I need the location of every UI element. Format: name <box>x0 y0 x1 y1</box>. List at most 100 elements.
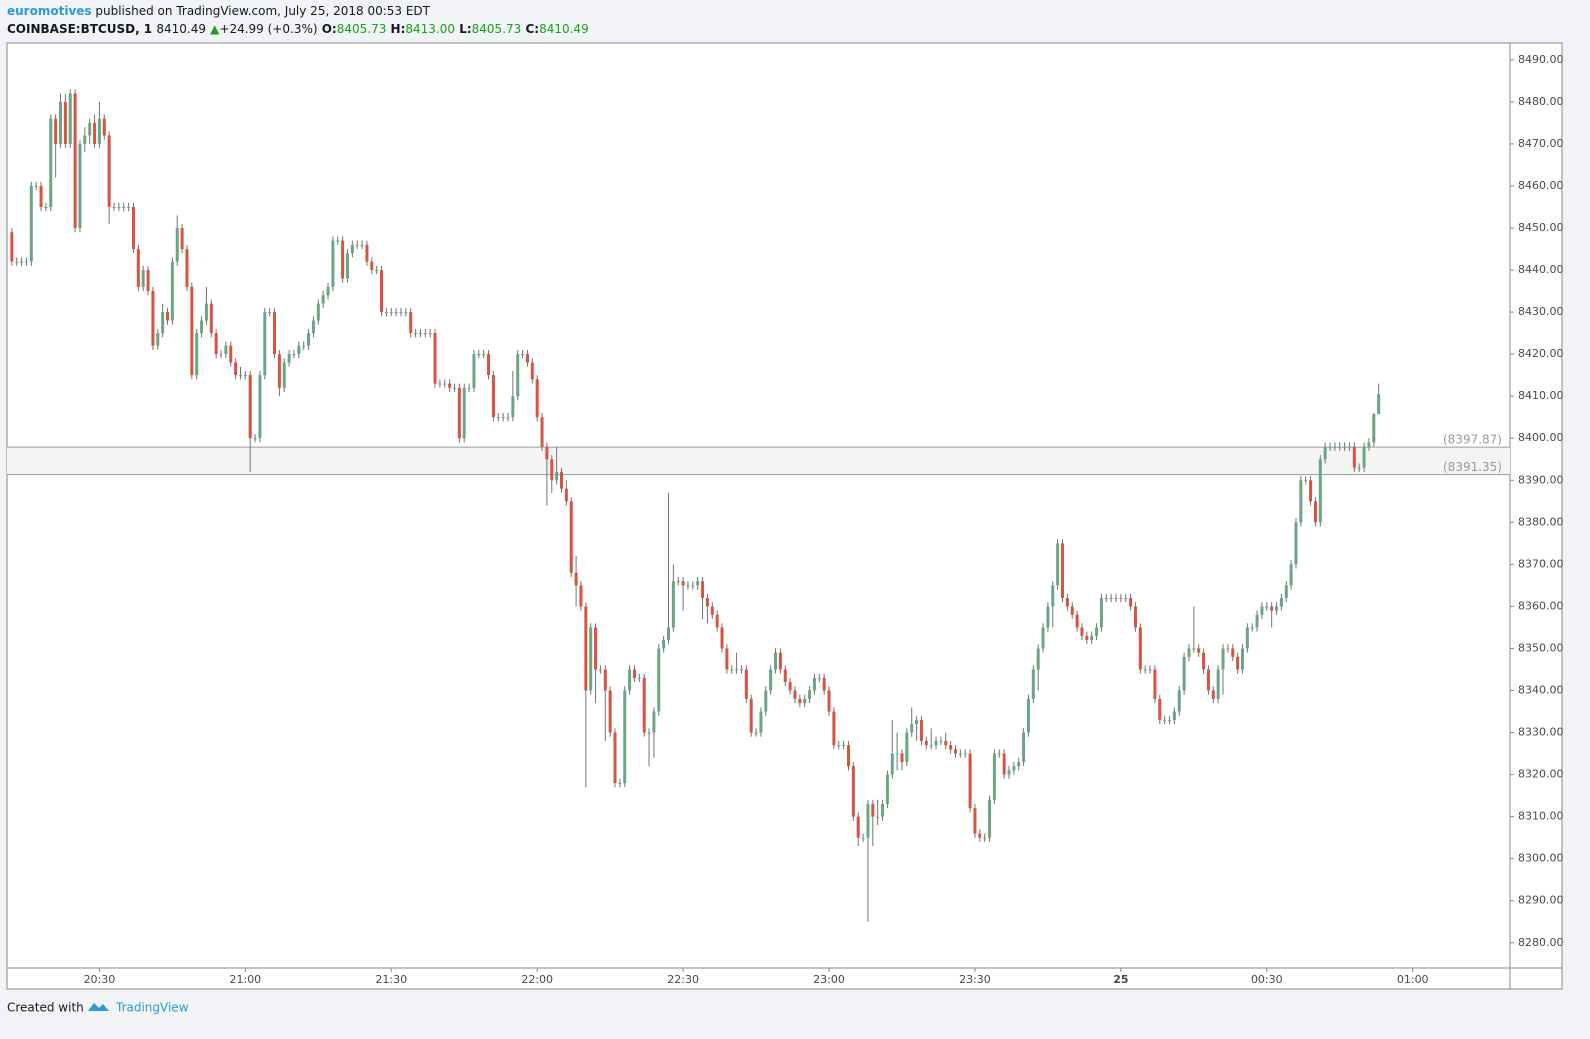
candle-body <box>1255 614 1259 628</box>
candle-body <box>564 488 568 502</box>
candle-body <box>1022 732 1026 762</box>
candle-body <box>1377 394 1381 415</box>
tradingview-logo[interactable] <box>88 1003 109 1011</box>
y-tick-label: 8320.00 <box>1518 768 1564 781</box>
candle-body <box>1065 598 1069 607</box>
candle-body <box>988 799 992 838</box>
candle-body <box>652 711 656 733</box>
footer-created: Created with <box>7 1001 84 1015</box>
candle-body <box>438 383 442 385</box>
candle-body <box>701 581 705 598</box>
candle-body <box>929 745 933 747</box>
candle-body <box>846 745 850 767</box>
candle-body <box>156 333 160 346</box>
candle-body <box>1187 648 1191 657</box>
candle-body <box>637 677 641 679</box>
candle-body <box>389 312 393 314</box>
candle-body <box>822 677 826 691</box>
candle-body <box>443 383 447 385</box>
candle-body <box>613 732 617 783</box>
candle-body <box>881 804 885 817</box>
author[interactable]: euromotives <box>7 4 92 18</box>
candle-body <box>1333 446 1337 448</box>
candle-body <box>258 375 262 439</box>
candle-body <box>885 774 889 805</box>
candle-body <box>798 698 802 704</box>
candle-body <box>1026 698 1030 733</box>
candle-body <box>112 206 116 208</box>
candle-body <box>59 101 63 144</box>
candle-body <box>452 387 456 389</box>
candle-body <box>827 690 831 712</box>
candle-body <box>715 614 719 628</box>
candle-body <box>705 598 709 607</box>
candle-body <box>482 354 486 356</box>
candle-body <box>803 698 807 704</box>
candle-body <box>355 244 359 246</box>
candle-body <box>1313 501 1317 523</box>
candle-body <box>341 240 345 279</box>
candle-body <box>360 244 364 246</box>
candle-body <box>88 122 92 136</box>
candle-body <box>1270 606 1274 611</box>
candle-body <box>778 652 782 670</box>
candle-body <box>973 808 977 834</box>
candle-body <box>866 804 870 838</box>
candle-body <box>428 333 432 335</box>
candle-body <box>861 837 865 839</box>
candle-body <box>521 354 525 356</box>
change: +24.99 (+0.3%) <box>219 22 317 36</box>
l-value: 8405.73 <box>472 22 522 36</box>
candle-body <box>219 354 223 356</box>
candle-body <box>1085 635 1089 641</box>
y-tick-label: 8380.00 <box>1518 515 1564 528</box>
candle-body <box>696 581 700 586</box>
candle-body <box>1153 669 1157 699</box>
candle-body <box>676 581 680 583</box>
candle-body <box>414 333 418 335</box>
candle-body <box>380 270 384 313</box>
candle-body <box>963 753 967 755</box>
candle-body <box>647 732 651 734</box>
candle-body <box>326 286 330 296</box>
candle-body <box>598 669 602 671</box>
candle-body <box>915 719 919 725</box>
published: published on TradingView.com, July 25, 2… <box>95 4 430 18</box>
candle-body <box>404 312 408 314</box>
candle-body <box>569 501 573 573</box>
candle-body <box>467 387 471 389</box>
h-label: H: <box>391 22 406 36</box>
candle-body <box>1309 480 1313 502</box>
candle-body <box>1017 761 1021 767</box>
candle-body <box>817 677 821 679</box>
candle-body <box>764 690 768 712</box>
candle-body <box>1075 614 1079 628</box>
candle-body <box>1197 648 1201 653</box>
candle-body <box>10 232 14 262</box>
candle-body <box>579 585 583 607</box>
candle-body <box>190 286 194 376</box>
candle-body <box>1007 770 1011 775</box>
candle-body <box>905 732 909 762</box>
x-tick-label: 00:30 <box>1251 973 1283 986</box>
candle-body <box>54 118 58 144</box>
y-tick-label: 8330.00 <box>1518 726 1564 739</box>
candle-body <box>1236 656 1240 670</box>
candle-body <box>44 206 48 208</box>
candle-body <box>739 669 743 671</box>
candle-body <box>671 581 675 628</box>
candle-body <box>725 648 729 670</box>
candle-body <box>1095 627 1099 636</box>
candle-body <box>83 135 87 144</box>
candle-body <box>944 740 948 746</box>
candle-body <box>710 606 714 615</box>
candle-body <box>321 295 325 304</box>
candle-body <box>983 837 987 839</box>
candle-body <box>141 270 145 287</box>
candle-body <box>1211 690 1215 699</box>
footer-brand[interactable]: TradingView <box>115 1001 189 1015</box>
y-tick-label: 8410.00 <box>1518 389 1564 402</box>
candle-body <box>68 93 72 144</box>
candle-body <box>608 690 612 733</box>
